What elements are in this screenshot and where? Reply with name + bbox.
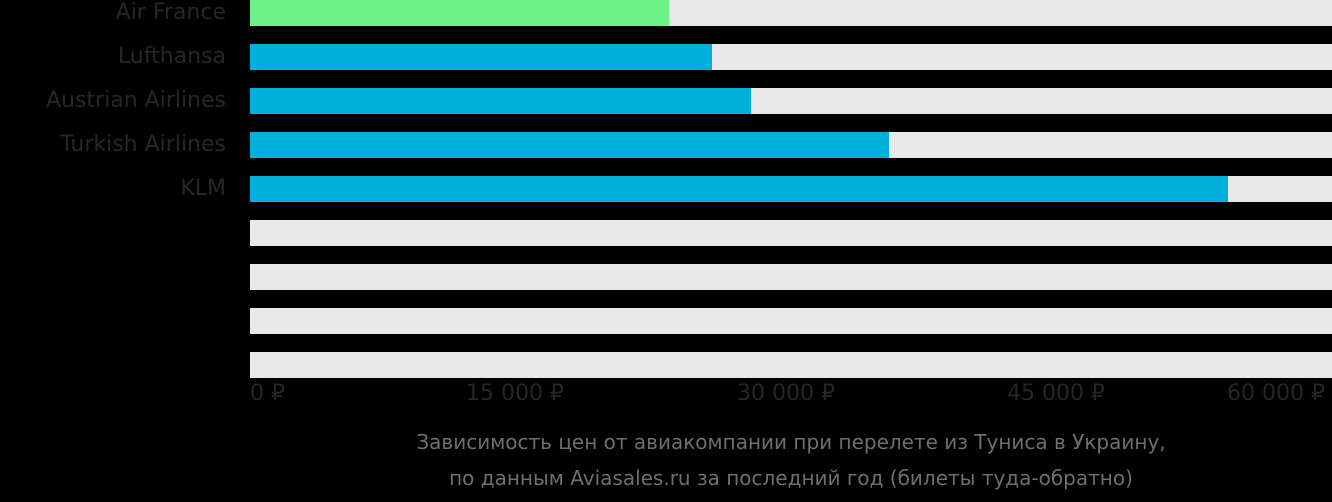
bar-track-empty [250,264,1332,290]
x-tick-45000: 45 000 ₽ [1007,381,1105,406]
x-tick-0: 0 ₽ [250,381,285,406]
label-klm: KLM [180,176,226,201]
x-tick-15000: 15 000 ₽ [466,381,564,406]
chart-caption-line-2: по данным Aviasales.ru за последний год … [449,466,1133,490]
x-tick-60000: 60 000 ₽ [1227,381,1325,406]
bar-track-empty [250,308,1332,334]
bar-track [250,44,1332,70]
bar-lufthansa [250,44,712,70]
label-turkish-airlines: Turkish Airlines [60,132,226,157]
bar-air-france [250,0,669,26]
bar-track-empty [250,352,1332,378]
bar-track [250,0,1332,26]
bar-klm [250,176,1228,202]
x-tick-30000: 30 000 ₽ [737,381,835,406]
bar-track [250,88,1332,114]
label-lufthansa: Lufthansa [117,44,226,69]
bar-track [250,132,1332,158]
bar-track [250,176,1332,202]
bar-austrian-airlines [250,88,751,114]
bar-track-empty [250,220,1332,246]
label-air-france: Air France [115,0,226,25]
bar-turkish-airlines [250,132,889,158]
chart-caption-line-1: Зависимость цен от авиакомпании при пере… [416,430,1166,454]
label-austrian-airlines: Austrian Airlines [45,88,226,113]
